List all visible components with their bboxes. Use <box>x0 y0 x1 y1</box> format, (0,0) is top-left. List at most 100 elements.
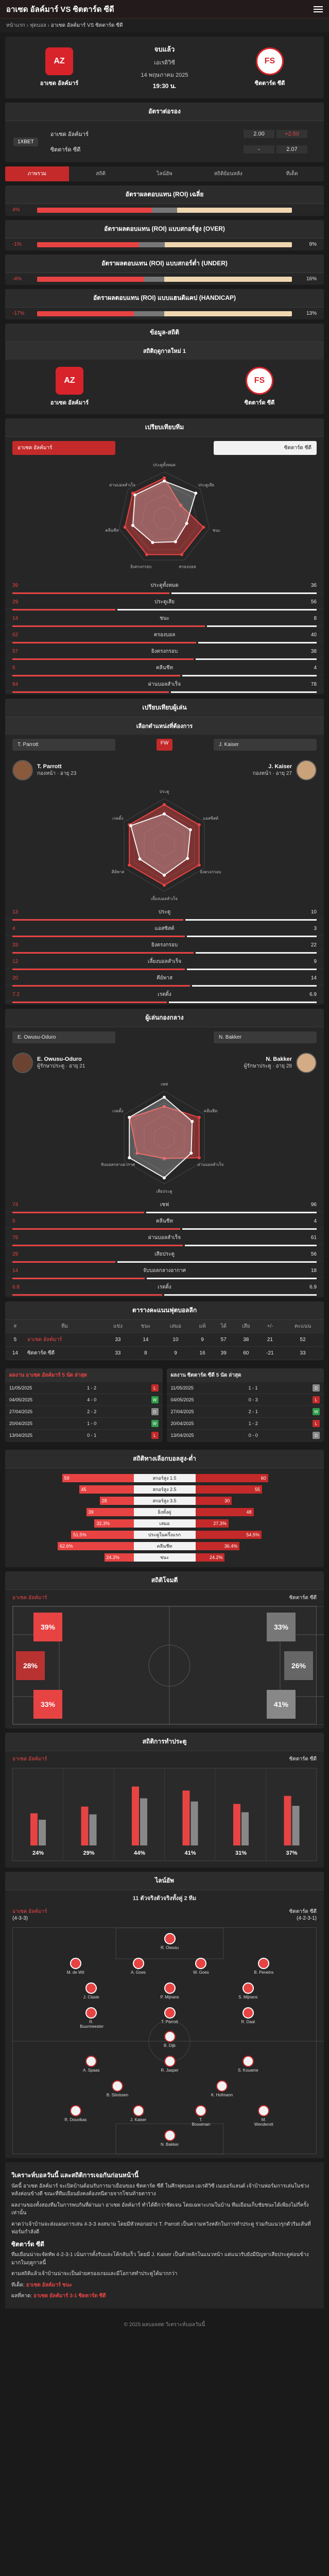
lineup-player[interactable]: T. Bouwman <box>189 2105 212 2127</box>
form-row[interactable]: 11/05/2025 1 - 2 L <box>5 1382 163 1394</box>
home-player-select[interactable]: E. Owusu-Oduro <box>12 1031 115 1043</box>
compare-home-value: 12 <box>12 959 19 964</box>
roi-bar-draw <box>139 242 165 247</box>
away-player-name: N. Bakker <box>266 1056 292 1062</box>
compare-label: ผ่านบอลสำเร็จ <box>148 1235 181 1241</box>
advantage-label: สกอร์สูง 3.5 <box>133 1497 196 1505</box>
form-row[interactable]: 20/04/2025 1 - 0 W <box>5 1418 163 1430</box>
lineup-player[interactable]: B. Stinissen <box>106 2080 129 2097</box>
bookmaker-badge[interactable]: 1XBET <box>13 137 38 146</box>
compare-bar-home <box>12 1212 144 1213</box>
compare-row: 79 ผ่านบอลสำเร็จ 61 <box>5 1231 324 1245</box>
compare-label: เซฟ <box>160 1202 169 1208</box>
advantage-title: สถิติทางเลือกบอลสูง-ต่ำ <box>5 1450 324 1468</box>
goal-bar-label: 31% <box>235 1850 247 1856</box>
home-team[interactable]: AZ อาเซด อัลค์มาร์ <box>26 47 93 88</box>
compare-bar <box>12 625 317 627</box>
footer: © 2025 ผลบอลสด วิเคราะห์บอลวันนี้ <box>124 2321 205 2328</box>
tab-tips[interactable]: ทีเด็ด <box>286 171 298 177</box>
roi-card: อัตราผลตอบแทน (ROI) แบบสกอร์สูง (OVER) -1… <box>5 220 324 250</box>
lineup-card: ไลน์อัพ 11 ตัวจริงตัวจริงทั้งคู่ 2 ทีม อ… <box>5 1872 324 2158</box>
tab-overview[interactable]: ภาพรวม <box>5 166 69 181</box>
player-name: M. Wenderott <box>254 2117 273 2127</box>
odds-value[interactable]: +2.50 <box>276 130 307 138</box>
form-row[interactable]: 13/04/2025 0 - 0 D <box>166 1430 324 1442</box>
away-team[interactable]: FS ซิตตาร์ด ซีดี <box>236 47 303 88</box>
lineup-player[interactable]: R. Daal <box>237 2007 259 2024</box>
lineup-player[interactable]: S. Mijnans <box>237 1982 259 1999</box>
form-row[interactable]: 13/04/2025 0 - 1 L <box>5 1430 163 1442</box>
advantage-row: 51.5% ประตูในครึ่งแรก 54.5% <box>5 1529 324 1540</box>
roi-home-value: -17% <box>12 311 25 316</box>
lineup-player[interactable]: A. Spaas <box>80 2056 102 2073</box>
away-player-position: ผู้รักษาประตู <box>244 1063 271 1069</box>
form-row[interactable]: 04/05/2025 4 - 0 W <box>5 1394 163 1406</box>
odds-value[interactable]: 2.07 <box>276 145 307 154</box>
compare-bar-home <box>12 592 170 594</box>
lineup-player[interactable]: J. Clasie <box>80 1982 102 1999</box>
compare-label: ประตู <box>158 909 171 915</box>
form-row[interactable]: 20/04/2025 1 - 2 L <box>166 1418 324 1430</box>
tab-history[interactable]: สถิติย้อนหลัง <box>214 171 243 177</box>
lineup-player[interactable]: M. Wenderott <box>252 2105 275 2127</box>
lineup-player[interactable]: P. Mijnans <box>159 1982 181 1999</box>
team-compare-title: เปรียบเทียบทีม <box>5 418 324 437</box>
lineup-player[interactable]: N. Bakker <box>159 2130 181 2147</box>
lineup-player[interactable]: S. Kouame <box>237 2056 259 2073</box>
lineup-player[interactable]: R. Owusu <box>159 1933 181 1950</box>
advantage-home-half: 62.6% <box>12 1542 134 1550</box>
compare-bar-home <box>12 609 116 611</box>
player-name: T. Bouwman <box>192 2117 211 2127</box>
table-row[interactable]: 14 ซิตตาร์ด ซีดี 33 8 9 16 39 60 -21 33 <box>5 1346 324 1360</box>
advantage-home-half: 45 <box>12 1485 134 1494</box>
lineup-player[interactable]: W. Goes <box>189 1958 212 1975</box>
form-row[interactable]: 11/05/2025 1 - 1 D <box>166 1382 324 1394</box>
menu-icon[interactable] <box>314 6 323 12</box>
compare-label: เรตติ้ง <box>158 992 171 997</box>
away-player-select[interactable]: N. Bakker <box>214 1031 317 1043</box>
tab-lineup[interactable]: ไลน์อัพ <box>157 171 172 177</box>
home-attack-left: 39% <box>33 1613 62 1641</box>
lineup-player[interactable]: R. Buurmeester <box>80 2007 103 2029</box>
goal-bar-label: 37% <box>286 1850 297 1856</box>
breadcrumb-home[interactable]: หน้าแรก <box>6 23 25 28</box>
lineup-player[interactable]: A. Goes <box>127 1958 150 1975</box>
radar-axis-label: ประตูเสีย <box>198 483 214 488</box>
home-team-selector[interactable]: อาเซด อัลค์มาร์ <box>12 441 115 455</box>
roi-bar-row: -17% 13% <box>5 308 324 319</box>
lineup-player[interactable]: T. Parrott <box>159 2007 181 2024</box>
advantage-home-bar: 28 <box>99 1497 134 1505</box>
radar-away-series <box>132 480 197 544</box>
compare-label: ยิงตรงกรอบ <box>151 649 178 654</box>
position-badge[interactable]: FW <box>156 739 173 751</box>
home-player-select[interactable]: T. Parrott <box>12 739 115 751</box>
away-team-selector[interactable]: ซิตตาร์ด ซีดี <box>214 441 317 455</box>
tab-stats[interactable]: สถิติ <box>96 171 106 177</box>
compare-away-value: 78 <box>310 682 317 687</box>
breadcrumb-league[interactable]: ฟุตบอล <box>29 23 46 28</box>
compare-label: แอสซิสต์ <box>154 926 175 931</box>
lineup-player[interactable]: K. Hofmann <box>211 2080 233 2097</box>
roi-bar-row: -1% 9% <box>5 239 324 250</box>
radar-axis-label: ยิงตรงกรอบ <box>200 870 221 874</box>
compare-away-value: 4 <box>314 665 317 671</box>
goal-bar-home <box>182 1790 190 1845</box>
lineup-player[interactable]: J. Kaiser <box>127 2105 150 2122</box>
player-marker <box>164 2056 176 2067</box>
odds-value[interactable]: 2.00 <box>244 130 274 138</box>
lineup-player[interactable]: B. Dijk <box>159 2031 181 2048</box>
odds-value[interactable]: - <box>244 145 274 154</box>
form-row[interactable]: 04/05/2025 0 - 3 L <box>166 1394 324 1406</box>
compare-row: 5 คลีนชีท 4 <box>5 662 324 675</box>
form-row[interactable]: 27/04/2025 2 - 2 D <box>5 1406 163 1418</box>
lineup-player[interactable]: B. Penetra <box>252 1958 275 1975</box>
radar-home-point <box>163 1105 166 1108</box>
player-name: R. Jasper <box>161 2068 179 2073</box>
lineup-player[interactable]: R. Jasper <box>159 2056 181 2073</box>
lineup-player[interactable]: R. Douvikas <box>64 2105 87 2122</box>
lineup-player[interactable]: M. de Wit <box>64 1958 87 1975</box>
table-row[interactable]: 5 อาเซด อัลค์มาร์ 33 14 10 9 57 38 21 52 <box>5 1333 324 1347</box>
form-row[interactable]: 27/04/2025 2 - 1 W <box>166 1406 324 1418</box>
away-player-select[interactable]: J. Kaiser <box>213 739 317 751</box>
